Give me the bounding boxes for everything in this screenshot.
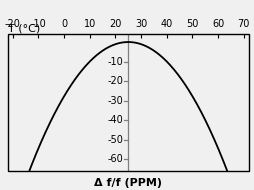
Text: -40: -40: [107, 115, 123, 125]
Text: -30: -30: [107, 96, 123, 106]
Text: Δ f/f (PPM): Δ f/f (PPM): [94, 178, 162, 188]
Text: -20: -20: [107, 76, 123, 86]
Text: T (°C): T (°C): [8, 23, 40, 33]
Text: -50: -50: [107, 135, 123, 145]
Text: -10: -10: [107, 57, 123, 66]
Text: -60: -60: [107, 154, 123, 164]
